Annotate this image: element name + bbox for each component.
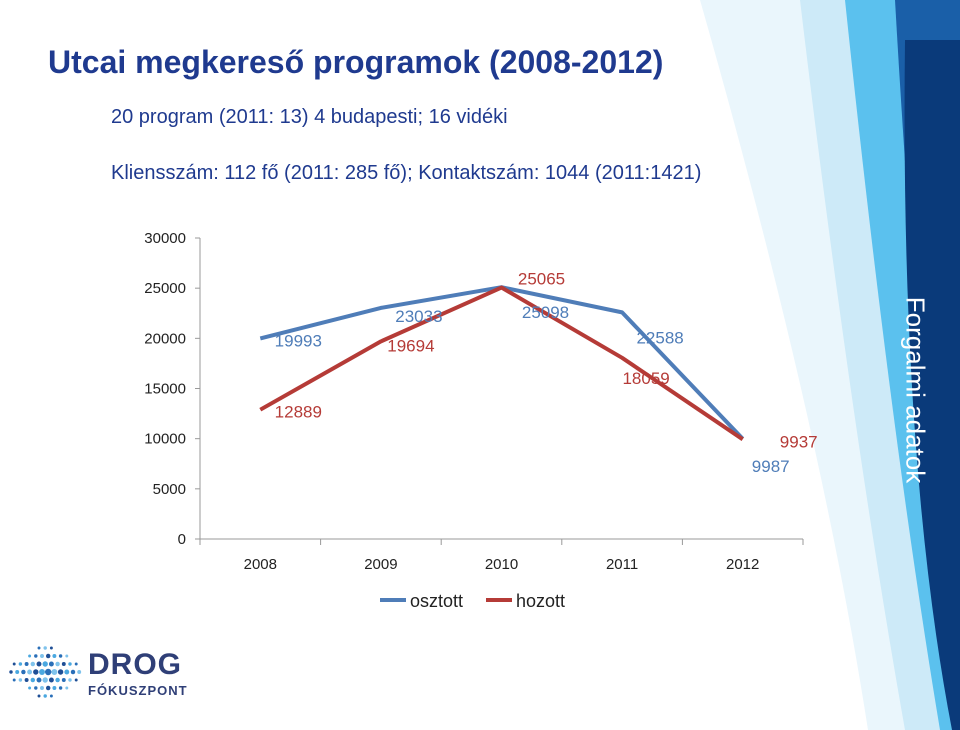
logo-dot [9, 670, 13, 674]
logo-dot [39, 669, 45, 675]
logo-dot [68, 678, 72, 682]
logo-dot [52, 686, 57, 690]
logo-dot [12, 662, 16, 666]
x-tick-label: 2011 [606, 556, 638, 573]
chart-axes [199, 238, 803, 540]
logo-dot [24, 678, 29, 682]
drog-fokuszpont-logo-icon [9, 646, 82, 698]
y-tick-label: 15000 [144, 381, 186, 398]
logo-dot [24, 662, 29, 666]
logo-dot [45, 685, 51, 691]
logo-dot [34, 686, 38, 690]
logo-text-drog: DROG [88, 648, 182, 681]
logo-dot [58, 686, 63, 690]
y-tick-label: 25000 [144, 280, 186, 297]
logo-dot [55, 677, 60, 683]
logo-dot [45, 653, 51, 659]
logo-dot [40, 654, 44, 658]
y-tick-label: 0 [178, 531, 186, 548]
logo-dot [43, 646, 47, 650]
logo-dot [28, 654, 32, 658]
x-tick-label: 2010 [485, 556, 518, 573]
logo-dot [74, 678, 78, 682]
logo-dot [30, 661, 36, 667]
chart-legend: osztott hozott [380, 591, 565, 611]
data-label-hozott: 9937 [780, 432, 818, 451]
logo-dot [52, 654, 57, 658]
legend-label-hozott: hozott [516, 591, 565, 611]
data-label-osztott: 23033 [395, 307, 442, 326]
data-label-hozott: 12889 [275, 403, 322, 422]
logo-dot [68, 662, 72, 666]
logo-dot [65, 686, 69, 690]
x-axis-ticks: 2008 2009 2010 2011 2012 [199, 539, 804, 573]
logo-dot [15, 670, 20, 674]
logo-dot [21, 669, 26, 675]
y-tick-label: 5000 [153, 481, 186, 498]
data-labels: 19993 23033 25098 22588 9987 12889 19694 25065 1… [275, 270, 818, 476]
logo-dot [58, 654, 63, 658]
x-tick-label: 2012 [726, 556, 759, 573]
data-label-osztott: 22588 [636, 328, 683, 347]
logo-text-fokuszpont: FÓKUSZPONT [88, 683, 188, 698]
y-tick-label: 20000 [144, 330, 186, 347]
logo-dot [55, 661, 60, 667]
data-label-osztott: 9987 [752, 457, 790, 476]
program-count-line: 20 program (2011: 13) 4 budapesti; 16 vi… [111, 106, 508, 128]
logo-dot [37, 694, 41, 698]
data-label-hozott: 19694 [387, 336, 434, 355]
logo-dot [77, 670, 82, 674]
legend-label-osztott: osztott [410, 591, 463, 611]
logo-dot [28, 686, 32, 690]
series-line-osztott [259, 285, 745, 441]
logo-dot [42, 661, 48, 667]
data-label-hozott: 18059 [622, 369, 669, 388]
logo-dot [18, 662, 23, 666]
logo-dot [48, 661, 54, 667]
logo-dot [74, 662, 78, 666]
series-line-hozott [259, 285, 744, 441]
series-lines [259, 285, 745, 441]
data-label-osztott: 19993 [275, 331, 322, 350]
logo-dot [64, 669, 70, 675]
logo-dot [48, 677, 54, 683]
logo-dot [49, 646, 53, 650]
data-label-hozott: 25065 [518, 270, 565, 289]
logo-dot [18, 678, 23, 682]
slide-title: Utcai megkereső programok (2008-2012) [48, 44, 664, 80]
logo-dot [49, 694, 53, 698]
logo-dot [61, 662, 66, 666]
logo-dot [40, 686, 44, 690]
logo-dot [61, 678, 66, 682]
x-tick-label: 2009 [364, 556, 397, 573]
logo-dot [33, 669, 39, 675]
logo-dot [12, 678, 16, 682]
logo-dot [45, 668, 52, 676]
side-label: Forgalmi adatok [900, 296, 931, 484]
logo-dot [57, 669, 64, 675]
data-label-osztott: 25098 [522, 303, 569, 322]
logo-dot [36, 677, 42, 683]
logo-dot [43, 694, 47, 698]
logo-dot [51, 669, 58, 675]
logo-dot [34, 654, 38, 658]
logo-dot [65, 654, 69, 658]
y-tick-label: 10000 [144, 431, 186, 448]
x-tick-label: 2008 [244, 556, 277, 573]
logo-dot [27, 669, 33, 675]
logo-dot [36, 661, 42, 667]
logo-dot [42, 677, 48, 683]
y-tick-label: 30000 [144, 230, 186, 247]
logo-dot [70, 669, 76, 675]
y-axis-ticks: 0 5000 10000 15000 20000 25000 30000 [144, 230, 200, 548]
logo-dot [30, 677, 36, 683]
client-contact-line: Kliensszám: 112 fő (2011: 285 fő); Konta… [111, 162, 702, 184]
logo-dot [37, 646, 41, 650]
